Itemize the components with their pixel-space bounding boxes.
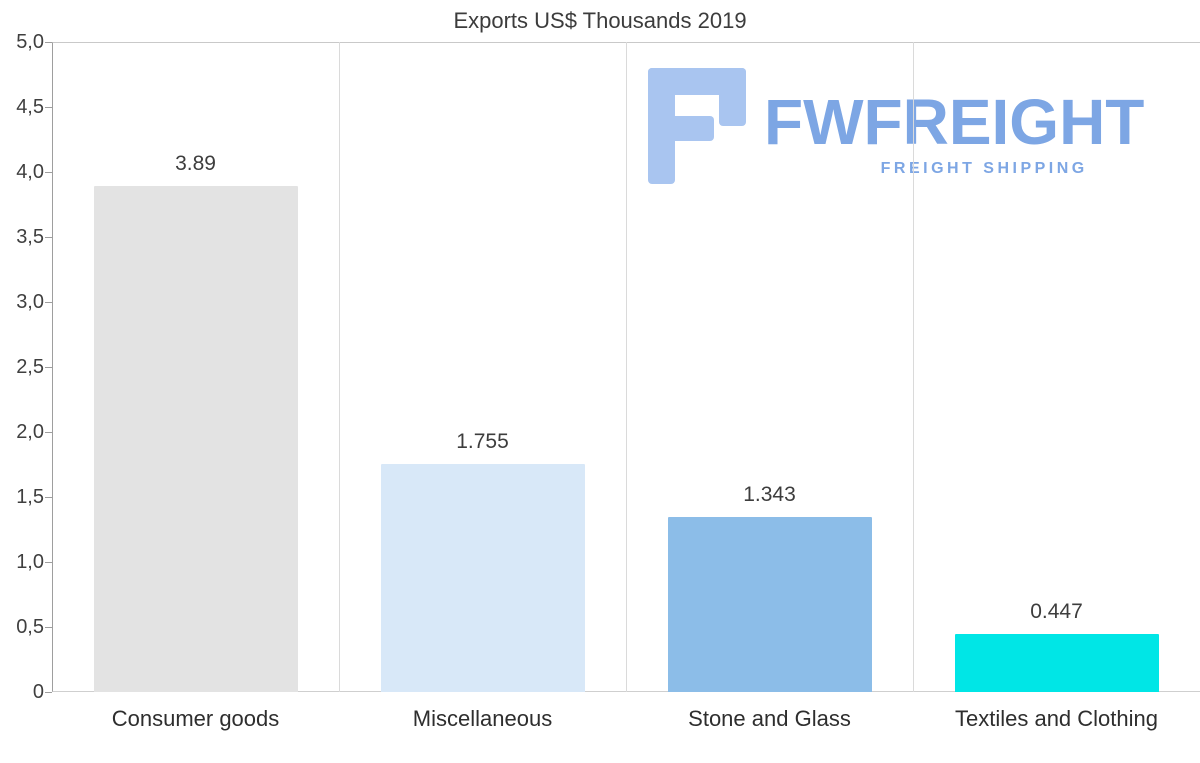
y-axis-tick-mark <box>45 432 52 433</box>
bar-value-label: 1.755 <box>456 429 509 453</box>
vertical-gridline <box>339 42 340 692</box>
x-axis-category-label: Consumer goods <box>111 706 280 731</box>
y-axis-tick-mark <box>45 497 52 498</box>
bar-value-label: 0.447 <box>1030 599 1083 623</box>
y-axis-tick-mark <box>45 302 52 303</box>
y-axis-tick-label: 1,5 <box>16 486 44 508</box>
y-axis-tick-label: 3,0 <box>16 291 44 313</box>
bar-consumer-goods <box>93 186 298 692</box>
x-axis-category-label: Miscellaneous <box>412 706 553 731</box>
x-axis-category-label: Stone and Glass <box>688 706 851 731</box>
y-axis-tick-mark <box>45 562 52 563</box>
chart-title: Exports US$ Thousands 2019 <box>453 8 747 33</box>
y-axis-tick-label: 2,0 <box>16 421 44 443</box>
bar-value-label: 3.89 <box>175 152 216 176</box>
bar-value-label: 1.343 <box>743 483 796 507</box>
y-axis-tick-label: 0,5 <box>16 616 44 638</box>
y-axis-tick-label: 1,0 <box>16 551 44 573</box>
y-axis-tick-mark <box>45 107 52 108</box>
vertical-gridline <box>913 42 914 692</box>
vertical-gridline <box>626 42 627 692</box>
y-axis-tick-label: 5,0 <box>16 31 44 53</box>
bar-stone-and-glass <box>667 517 872 692</box>
y-axis-tick-label: 4,0 <box>16 161 44 183</box>
bar-textiles-and-clothing <box>954 633 1159 692</box>
y-axis-tick-label: 4,5 <box>16 96 44 118</box>
y-axis-tick-mark <box>45 692 52 693</box>
bar-miscellaneous <box>380 463 585 692</box>
x-axis-category-label: Textiles and Clothing <box>954 706 1158 731</box>
y-axis-tick-mark <box>45 42 52 43</box>
y-axis-tick-label: 2,5 <box>16 356 44 378</box>
y-axis-tick-mark <box>45 367 52 368</box>
y-axis-tick-mark <box>45 627 52 628</box>
y-axis-tick-mark <box>45 237 52 238</box>
y-axis-tick-mark <box>45 172 52 173</box>
y-axis-tick-label: 3,5 <box>16 226 44 248</box>
y-axis-tick-label: 0 <box>32 681 44 703</box>
